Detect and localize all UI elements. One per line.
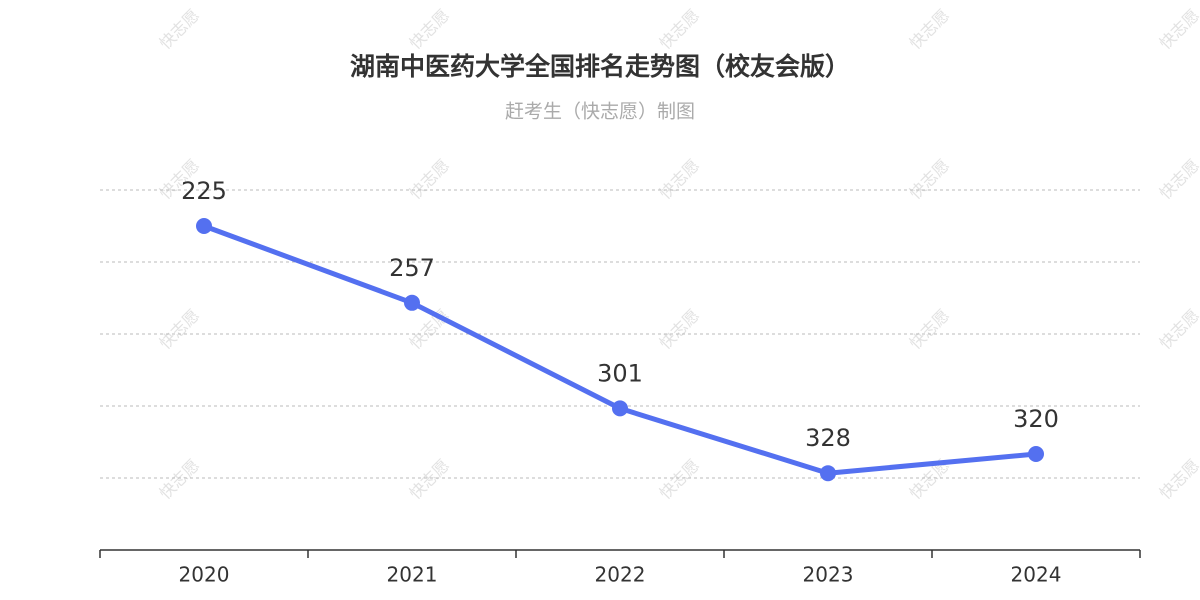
x-tick-label: 2023: [803, 563, 854, 587]
watermark: 快志愿: [906, 156, 953, 203]
data-label: 257: [389, 254, 435, 282]
watermark: 快志愿: [906, 6, 953, 53]
line: [203, 223, 1037, 476]
watermark: 快志愿: [156, 456, 203, 503]
data-label: 328: [805, 424, 851, 452]
point: [404, 294, 420, 311]
watermark: 快志愿: [406, 156, 453, 203]
point: [1028, 446, 1044, 462]
chart-subtitle: 赶考生（快志愿）制图: [505, 101, 695, 123]
x-tick-label: 2021: [387, 563, 438, 587]
x-tick-label: 2024: [1011, 563, 1062, 587]
watermark: 快志愿: [656, 6, 703, 53]
point: [612, 400, 628, 417]
point: [196, 218, 212, 234]
data-label: 301: [597, 359, 643, 387]
watermark: 快志愿: [1156, 456, 1200, 503]
x-tick-label: 2020: [179, 563, 230, 587]
chart-title: 湖南中医药大学全国排名走势图（校友会版）: [350, 52, 850, 81]
watermark: 快志愿: [656, 306, 703, 353]
watermark: 快志愿: [1156, 306, 1200, 353]
x-tick-label: 2022: [595, 563, 646, 587]
watermark: 快志愿: [656, 156, 703, 203]
watermark: 快志愿: [1156, 6, 1200, 53]
watermark: 快志愿: [406, 456, 453, 503]
watermark: 快志愿: [156, 6, 203, 53]
data-label: 320: [1013, 405, 1059, 433]
point: [820, 465, 836, 482]
watermark: 快志愿: [1156, 156, 1200, 203]
data-label: 225: [181, 177, 227, 205]
watermark: 快志愿: [156, 306, 203, 353]
watermark: 快志愿: [656, 456, 703, 503]
watermark: 快志愿: [406, 6, 453, 53]
watermark: 快志愿: [906, 306, 953, 353]
